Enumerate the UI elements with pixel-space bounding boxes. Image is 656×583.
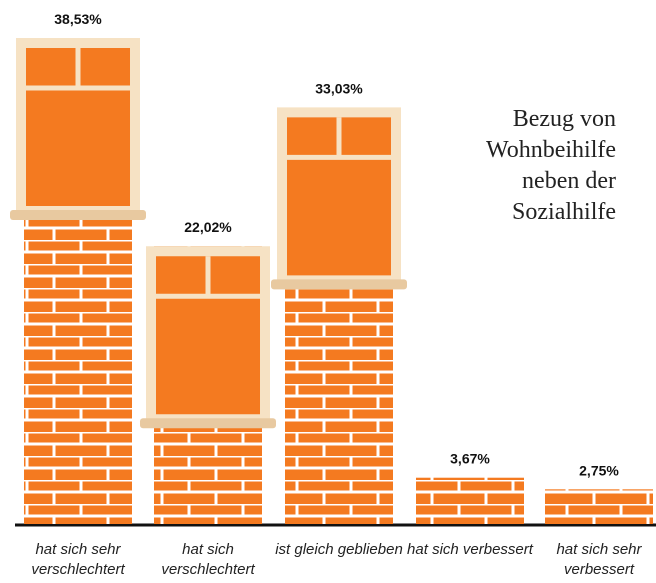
window-sill bbox=[271, 279, 407, 290]
window-sill bbox=[10, 210, 146, 220]
value-label: 2,75% bbox=[579, 462, 619, 478]
bar bbox=[416, 477, 524, 524]
value-label: 3,67% bbox=[450, 451, 490, 467]
x-tick-label: hat sich verschlechtert bbox=[161, 541, 255, 578]
x-tick-label: ist gleich geblieben bbox=[275, 541, 403, 558]
x-tick-label: hat sich sehr verschlechtert bbox=[31, 541, 125, 578]
x-tick-label: hat sich sehr verbessert bbox=[556, 541, 642, 578]
value-label: 33,03% bbox=[315, 80, 363, 96]
bar bbox=[545, 489, 653, 524]
value-label: 22,02% bbox=[184, 219, 232, 235]
value-label: 38,53% bbox=[54, 11, 102, 27]
x-tick-label: hat sich verbessert bbox=[407, 541, 533, 558]
window-sill bbox=[140, 418, 276, 429]
chart-title: Bezug von Wohnbeihilfe neben der Sozialh… bbox=[485, 106, 616, 225]
